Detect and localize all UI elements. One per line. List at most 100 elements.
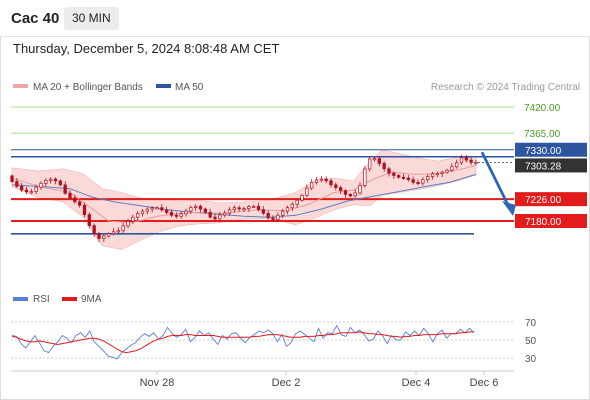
candle — [184, 210, 188, 215]
candle — [276, 214, 280, 220]
candle — [266, 212, 270, 219]
candle — [121, 225, 125, 232]
candle — [107, 233, 111, 237]
candle — [213, 216, 217, 220]
candle — [82, 204, 87, 215]
candle — [363, 168, 367, 186]
resistance-label: 7420.00 — [524, 103, 561, 114]
candle — [382, 163, 386, 170]
candle — [58, 180, 62, 186]
candle — [430, 173, 435, 177]
candle — [34, 186, 38, 192]
candle — [179, 213, 183, 217]
candle — [261, 209, 265, 214]
x-tick-label: Nov 28 — [140, 377, 175, 389]
candle — [372, 158, 377, 161]
candle — [24, 189, 29, 193]
candle — [314, 179, 319, 183]
candle — [150, 207, 154, 210]
timestamp: Thursday, December 5, 2024 8:08:48 AM CE… — [13, 41, 280, 56]
candle — [440, 171, 444, 174]
candle — [29, 191, 33, 194]
attribution: Research © 2024 Trading Central — [431, 82, 580, 93]
candle — [223, 212, 227, 216]
current-price-tag-bg — [515, 158, 587, 173]
candle — [126, 220, 130, 227]
channel-price-tag-bg — [515, 142, 587, 157]
candle — [416, 182, 420, 184]
rsi-line — [11, 324, 475, 360]
candle — [87, 214, 91, 226]
x-axis: Nov 28 Dec 2 Dec 4 Dec 6 — [140, 371, 499, 389]
candle — [397, 175, 401, 178]
candle — [469, 159, 473, 163]
candle — [247, 206, 251, 209]
x-tick-label: Dec 6 — [470, 377, 499, 389]
candle — [358, 185, 362, 194]
ninema-legend-label: 9MA — [81, 294, 102, 305]
candle — [290, 203, 294, 209]
candle — [343, 190, 348, 195]
rsi-tick-label: 50 — [525, 336, 537, 347]
candle — [53, 178, 58, 182]
candle — [319, 178, 323, 181]
rsi-legend-label: RSI — [33, 294, 50, 305]
candle — [227, 209, 232, 214]
timeframe-button[interactable]: 30 MIN — [64, 7, 119, 30]
candle — [256, 205, 261, 210]
candle — [281, 210, 285, 216]
candle — [339, 187, 343, 192]
candle — [392, 172, 396, 176]
candle — [329, 180, 333, 186]
support-price-tag: 7226.00 — [525, 195, 562, 206]
candle — [155, 207, 159, 210]
ninema-legend-swatch — [62, 297, 77, 301]
candle — [194, 205, 198, 208]
ma20-legend-label: MA 20 + Bollinger Bands — [33, 82, 143, 93]
candle — [145, 208, 149, 212]
candle — [44, 180, 48, 184]
rsi-ma-line — [11, 331, 474, 354]
current-price-tag: 7303.28 — [525, 161, 562, 172]
candle — [218, 214, 222, 220]
candle — [445, 169, 449, 173]
candle — [464, 157, 468, 161]
candle — [39, 182, 43, 188]
ma50-legend-swatch — [156, 84, 171, 88]
resistance-label: 7365.00 — [524, 129, 561, 140]
candle — [459, 157, 464, 164]
candle — [73, 197, 77, 203]
candle — [285, 207, 290, 212]
candle — [174, 214, 178, 217]
candle — [368, 158, 372, 170]
candle — [411, 179, 415, 183]
candle — [97, 233, 101, 239]
candle — [20, 185, 24, 191]
ma20-legend-swatch — [13, 84, 28, 88]
candle — [189, 207, 193, 212]
candle — [426, 176, 430, 181]
candle — [421, 179, 425, 184]
candle — [295, 199, 299, 205]
candle — [252, 205, 256, 208]
candle — [237, 207, 241, 210]
candle — [15, 181, 19, 187]
support-price-tag: 7180.00 — [525, 217, 562, 228]
candle — [401, 176, 406, 179]
ma20-line — [11, 164, 477, 224]
candle — [450, 166, 454, 171]
candle — [78, 201, 82, 206]
candle — [165, 209, 169, 213]
candle — [348, 194, 352, 197]
candle — [203, 208, 207, 213]
candle — [324, 178, 328, 182]
candle — [116, 230, 120, 233]
candle — [387, 168, 391, 174]
candle — [131, 216, 135, 222]
candle — [136, 213, 140, 218]
candle — [198, 205, 203, 210]
ma50-line — [11, 173, 477, 218]
rsi-tick-label: 70 — [525, 318, 537, 329]
forecast-arrow-shaft — [480, 151, 511, 208]
